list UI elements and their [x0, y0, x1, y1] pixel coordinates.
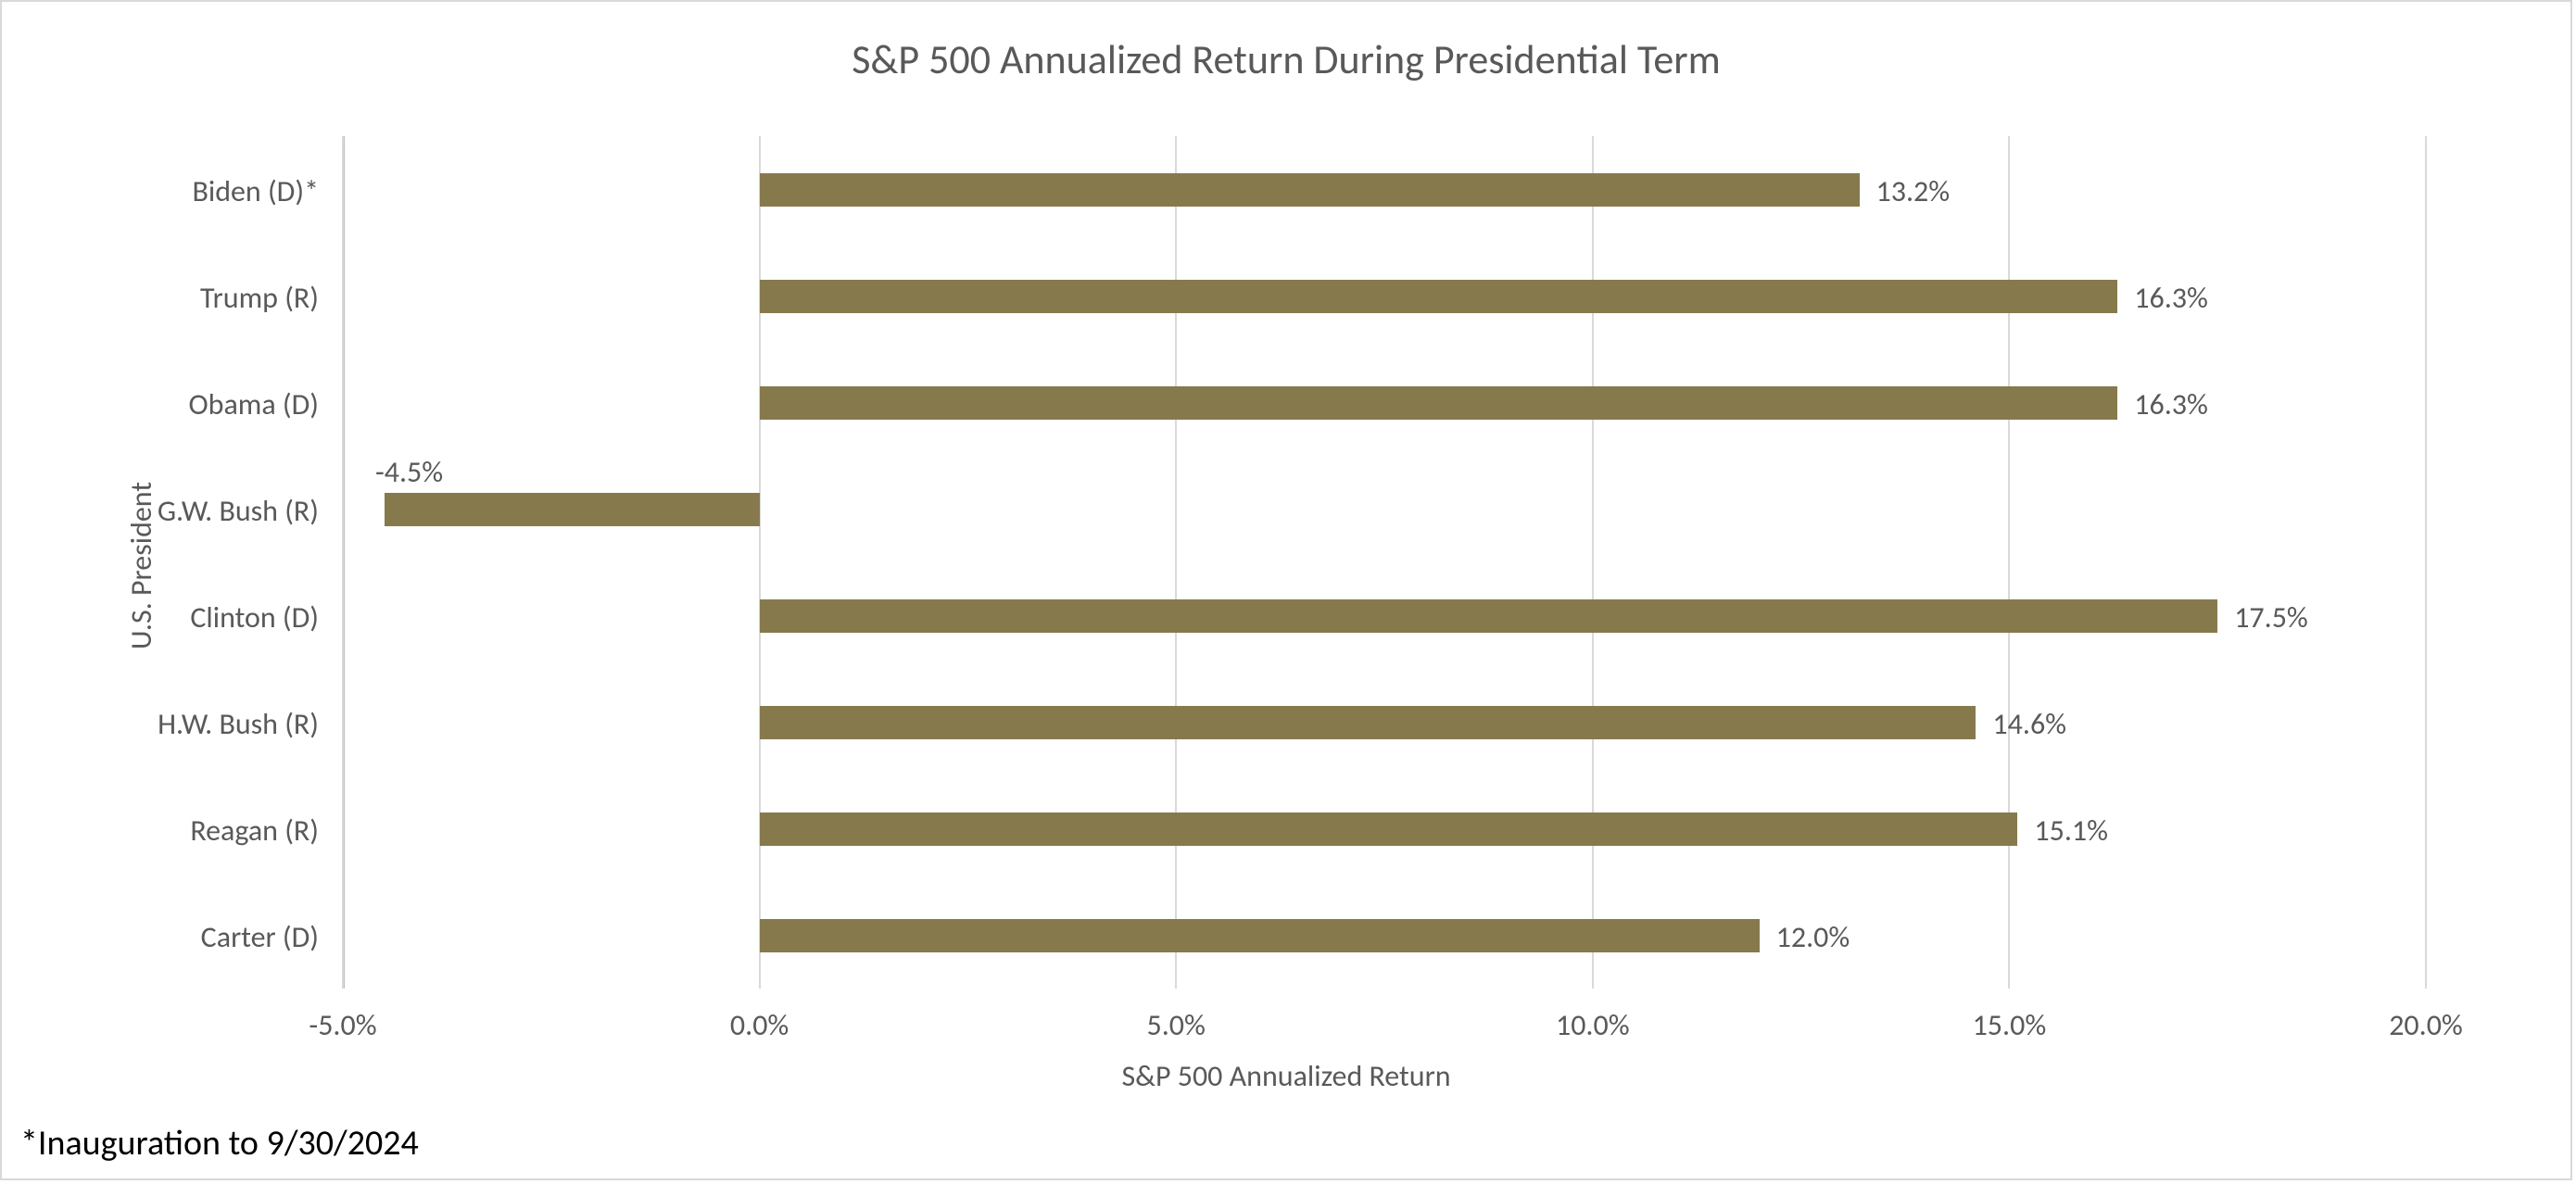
gridline: [342, 136, 344, 989]
bar-value-label: 16.3%: [2134, 386, 2208, 422]
y-category-label: G.W. Bush (R): [22, 493, 319, 529]
y-category-label: Biden (D)*: [22, 173, 319, 209]
gridline: [2008, 136, 2010, 989]
y-category-label: Clinton (D): [22, 599, 319, 636]
bar-value-label: 17.5%: [2234, 599, 2308, 636]
bar-value-label: 12.0%: [1776, 919, 1850, 955]
bar: [385, 493, 760, 526]
bar-value-label: 13.2%: [1876, 173, 1951, 209]
bar: [760, 280, 2118, 313]
chart-footnote: *Inauguration to 9/30/2024: [20, 1122, 419, 1165]
x-axis-label: S&P 500 Annualized Return: [2, 1058, 2570, 1094]
x-tick-label: 5.0%: [1083, 1007, 1269, 1043]
gridline: [1175, 136, 1177, 989]
bar: [760, 386, 2118, 420]
chart-title: S&P 500 Annualized Return During Preside…: [2, 34, 2570, 84]
x-tick-label: -5.0%: [250, 1007, 436, 1043]
bar-value-label: 15.1%: [2034, 812, 2108, 849]
x-tick-label: 10.0%: [1500, 1007, 1686, 1043]
bar: [760, 812, 2018, 846]
y-category-label: Obama (D): [22, 386, 319, 422]
gridline: [759, 136, 761, 989]
x-tick-label: 20.0%: [2333, 1007, 2519, 1043]
chart-container: S&P 500 Annualized Return During Preside…: [0, 0, 2572, 1180]
y-category-label: H.W. Bush (R): [22, 706, 319, 742]
gridline: [2425, 136, 2427, 989]
bar-value-label: 16.3%: [2134, 280, 2208, 316]
bar: [760, 706, 1976, 739]
y-category-label: Reagan (R): [22, 812, 319, 849]
gridline: [1592, 136, 1594, 989]
y-category-label: Carter (D): [22, 919, 319, 955]
bar: [760, 599, 2218, 633]
plot-area: 13.2% 16.3% 16.3% -4.5% 17.5% 14.6% 15.1% 12.0%: [343, 136, 2426, 989]
x-tick-label: 0.0%: [667, 1007, 852, 1043]
bar: [760, 919, 1760, 952]
bar-value-label: -4.5%: [375, 454, 443, 490]
x-tick-label: 15.0%: [1916, 1007, 2102, 1043]
y-category-label: Trump (R): [22, 280, 319, 316]
bar-value-label: 14.6%: [1992, 706, 2066, 742]
bar: [760, 173, 1860, 207]
